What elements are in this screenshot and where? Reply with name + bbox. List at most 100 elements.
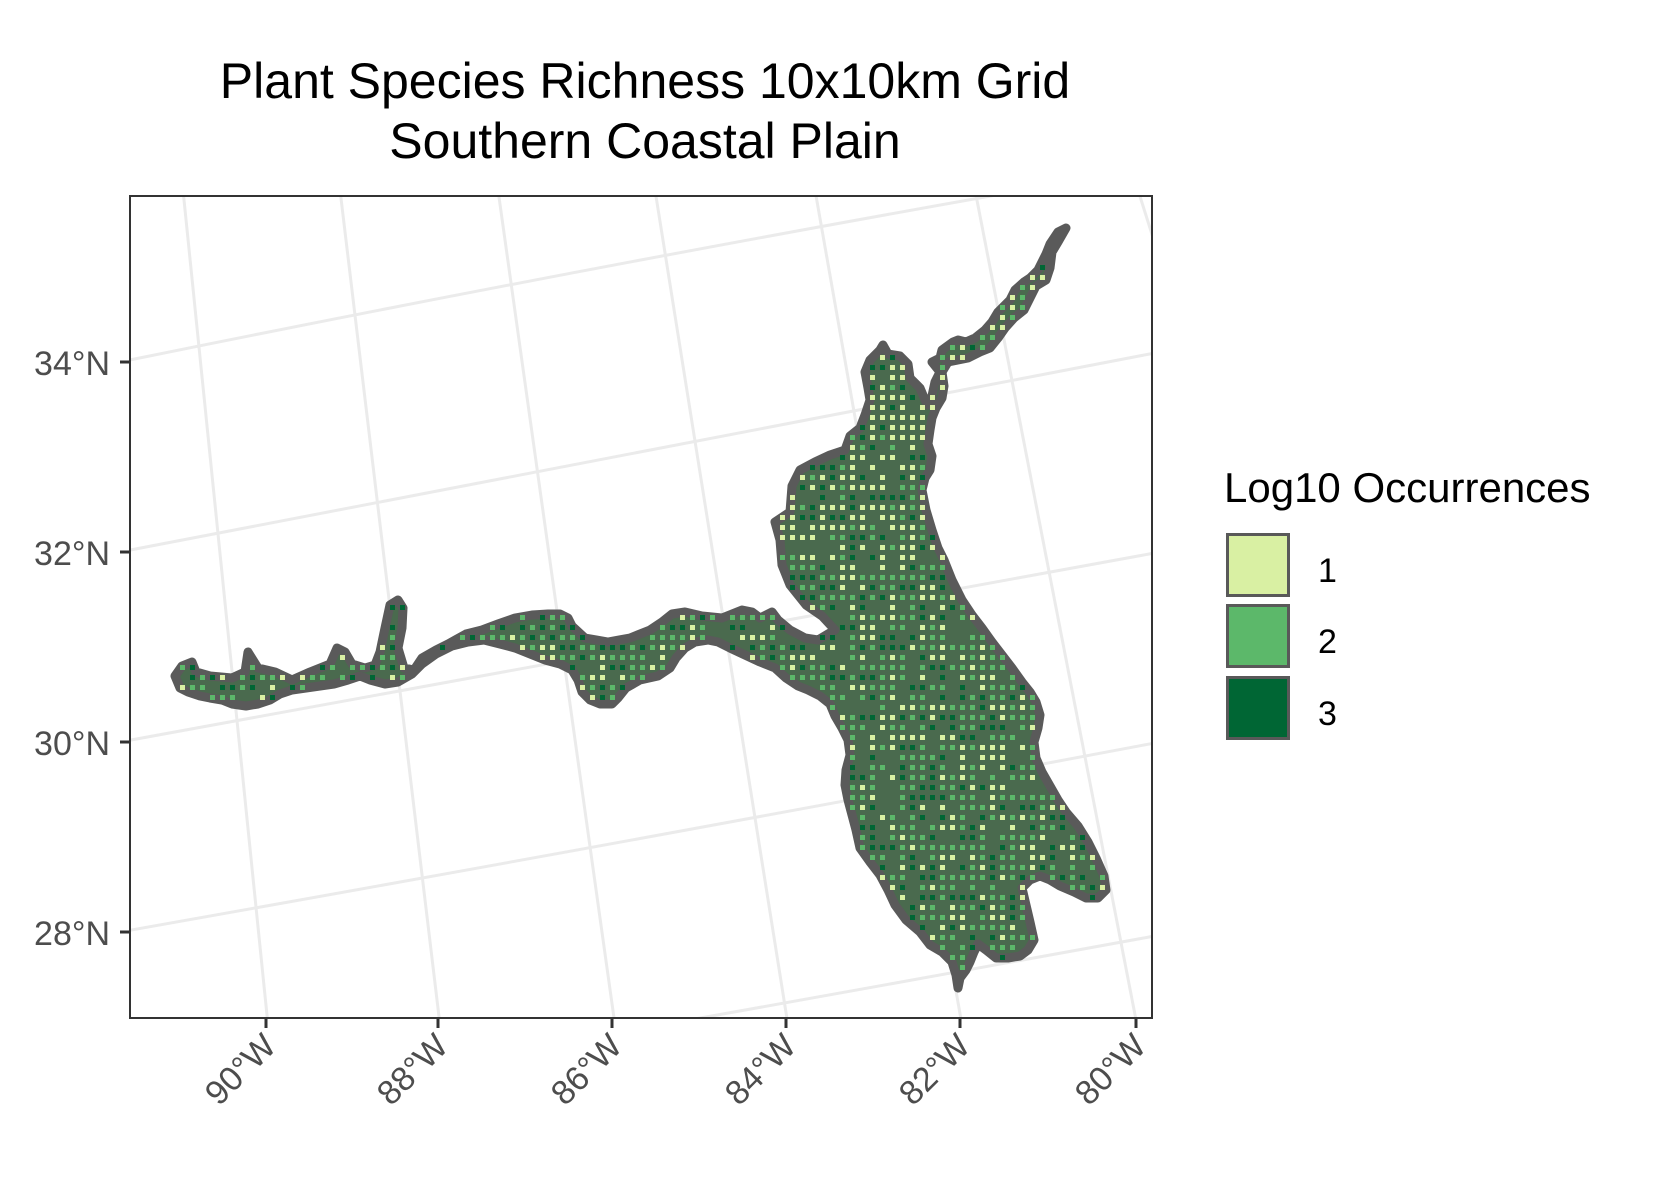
grid-cell xyxy=(300,685,305,690)
grid-cell xyxy=(940,875,945,880)
grid-cell xyxy=(890,875,895,880)
grid-cell xyxy=(870,375,875,380)
grid-cell xyxy=(1020,935,1025,940)
grid-cell xyxy=(650,645,655,650)
grid-cell xyxy=(930,935,935,940)
grid-cell xyxy=(900,675,905,680)
grid-cell xyxy=(890,745,895,750)
grid-cell xyxy=(1010,875,1015,880)
grid-cell xyxy=(910,635,915,640)
grid-cell xyxy=(1060,845,1065,850)
grid-cell xyxy=(620,675,625,680)
grid-cell xyxy=(950,785,955,790)
grid-cell xyxy=(920,845,925,850)
grid-cell xyxy=(910,845,915,850)
grid-cell xyxy=(940,635,945,640)
grid-cell xyxy=(850,485,855,490)
grid-cell xyxy=(920,715,925,720)
grid-cell xyxy=(990,655,995,660)
grid-cell xyxy=(910,785,915,790)
grid-cell xyxy=(880,545,885,550)
grid-cell xyxy=(920,795,925,800)
grid-cell xyxy=(860,575,865,580)
grid-cell xyxy=(920,655,925,660)
grid-cell xyxy=(830,555,835,560)
grid-cell xyxy=(940,815,945,820)
grid-cell xyxy=(1010,895,1015,900)
grid-cell xyxy=(900,655,905,660)
grid-cell xyxy=(880,635,885,640)
grid-cell xyxy=(980,805,985,810)
grid-cell xyxy=(1050,845,1055,850)
grid-cell xyxy=(960,665,965,670)
grid-cell xyxy=(930,725,935,730)
grid-cell xyxy=(1020,305,1025,310)
grid-cell xyxy=(850,435,855,440)
legend-label-1: 1 xyxy=(1318,552,1337,590)
grid-cell xyxy=(250,685,255,690)
grid-cell xyxy=(870,365,875,370)
grid-cell xyxy=(950,665,955,670)
grid-cell xyxy=(690,635,695,640)
grid-cell xyxy=(890,375,895,380)
grid-cell xyxy=(200,685,205,690)
grid-cell xyxy=(1010,845,1015,850)
grid-cell xyxy=(950,855,955,860)
grid-cell xyxy=(830,505,835,510)
grid-cell xyxy=(1010,765,1015,770)
grid-cell xyxy=(820,665,825,670)
grid-cell xyxy=(930,855,935,860)
grid-cell xyxy=(1020,805,1025,810)
grid-cell xyxy=(1030,775,1035,780)
grid-cell xyxy=(290,685,295,690)
graticule-lon-90 xyxy=(182,196,269,1018)
grid-cell xyxy=(850,495,855,500)
grid-cell xyxy=(1010,815,1015,820)
grid-cell xyxy=(870,845,875,850)
grid-cell xyxy=(970,895,975,900)
grid-cell xyxy=(970,845,975,850)
grid-cell xyxy=(370,665,375,670)
grid-cell xyxy=(300,675,305,680)
grid-cell xyxy=(740,615,745,620)
grid-cell xyxy=(960,735,965,740)
grid-cell xyxy=(950,875,955,880)
grid-cell xyxy=(1000,855,1005,860)
grid-cell xyxy=(970,615,975,620)
grid-cell xyxy=(180,685,185,690)
grid-cell xyxy=(1010,675,1015,680)
grid-cell xyxy=(1040,825,1045,830)
grid-cell xyxy=(930,395,935,400)
grid-cell xyxy=(920,595,925,600)
grid-cell xyxy=(540,625,545,630)
grid-cell xyxy=(860,475,865,480)
grid-cell xyxy=(830,675,835,680)
grid-cell xyxy=(940,645,945,650)
grid-cell xyxy=(970,865,975,870)
grid-cell xyxy=(870,385,875,390)
grid-cell xyxy=(990,945,995,950)
grid-cell xyxy=(1000,665,1005,670)
grid-cell xyxy=(900,715,905,720)
grid-cell xyxy=(1010,685,1015,690)
grid-cell xyxy=(960,815,965,820)
grid-cell xyxy=(870,495,875,500)
grid-cell xyxy=(930,535,935,540)
grid-cell xyxy=(900,745,905,750)
grid-cell xyxy=(850,455,855,460)
grid-cell xyxy=(1010,855,1015,860)
lat-label-34: 34°N xyxy=(34,345,110,383)
grid-cell xyxy=(830,635,835,640)
grid-cell xyxy=(940,625,945,630)
grid-cell xyxy=(880,705,885,710)
grid-cell xyxy=(1000,935,1005,940)
grid-cell xyxy=(910,425,915,430)
grid-cell xyxy=(900,385,905,390)
grid-cell xyxy=(990,885,995,890)
grid-cell xyxy=(870,445,875,450)
grid-cell xyxy=(960,905,965,910)
grid-cell xyxy=(690,615,695,620)
grid-cell xyxy=(660,635,665,640)
grid-cell xyxy=(580,685,585,690)
grid-cell xyxy=(990,925,995,930)
